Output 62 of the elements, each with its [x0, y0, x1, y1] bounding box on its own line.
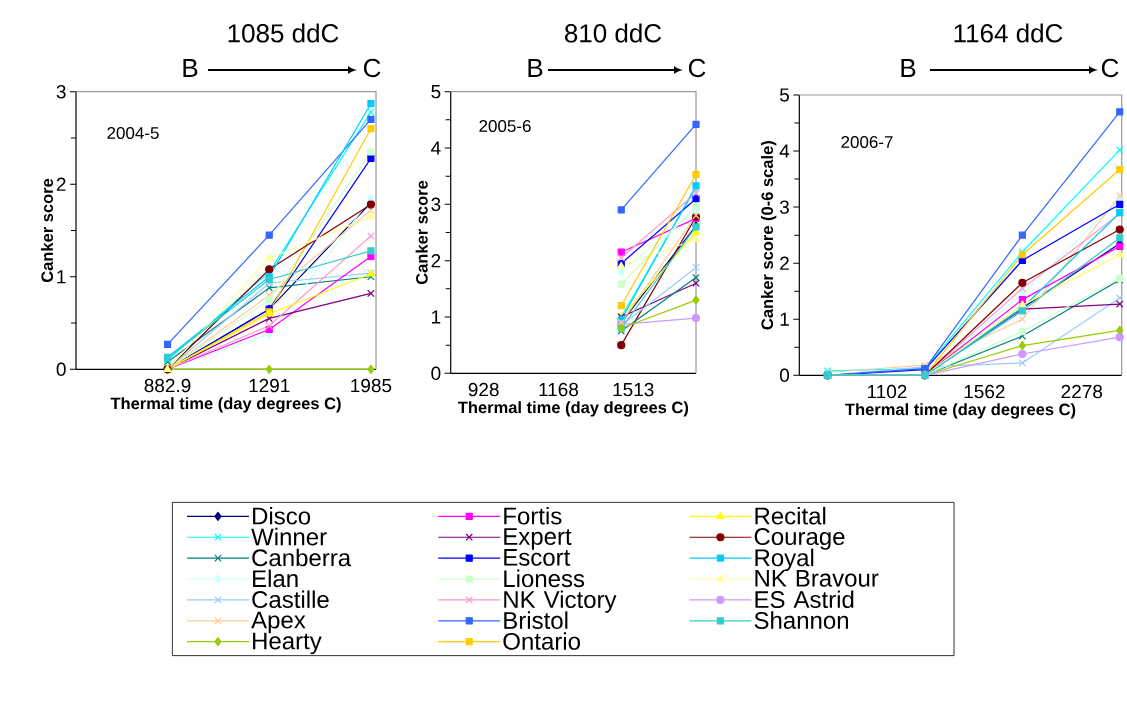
legend-label: Lioness	[504, 569, 585, 588]
legend-label: Apex	[251, 611, 306, 634]
y-tick-label: 1	[57, 270, 66, 284]
y-tick-label: 5	[779, 88, 789, 102]
y-axis-title: Canker score	[415, 180, 428, 285]
y-tick-label: 1	[780, 312, 789, 326]
legend-label: Recital	[755, 506, 826, 525]
x-tick-label: 1291	[249, 378, 290, 393]
legend-label: Royal	[755, 548, 814, 572]
y-tick-label: 4	[779, 144, 790, 158]
legend-label: Elan	[253, 569, 298, 588]
y-tick-label: 0	[779, 368, 790, 383]
annotation: 2005-6	[479, 119, 531, 133]
x-tick-label: 1168	[539, 382, 579, 397]
text: C	[688, 58, 706, 78]
y-tick-label: 5	[431, 85, 441, 99]
annotation: 2004-5	[107, 126, 159, 140]
x-tick-label: 1562	[964, 384, 1005, 399]
text: C	[363, 58, 381, 78]
legend-label: Fortis	[504, 506, 562, 525]
y-tick-label: 2	[56, 177, 66, 191]
legend-label: NK Bravour	[755, 570, 879, 587]
legend-label: Canberra	[252, 548, 352, 567]
x-axis-title: Thermal time (day degrees C)	[458, 401, 689, 417]
x-tick-label: 1102	[867, 384, 907, 399]
text: 1085 ddC	[228, 23, 339, 43]
y-tick-label: 3	[779, 200, 789, 214]
legend-label: Ontario	[503, 632, 580, 650]
y-tick-label: 3	[431, 197, 441, 212]
x-tick-label: 882.9	[144, 378, 191, 393]
y-axis-title: Canker score	[40, 178, 54, 283]
x-axis-title: Thermal time (day degrees C)	[110, 397, 341, 413]
y-tick-label: 0	[56, 362, 66, 377]
legend-label: Castille	[252, 590, 329, 609]
legend-label: Disco	[253, 506, 311, 525]
x-axis-title: Thermal time (day degrees C)	[845, 403, 1076, 419]
y-tick-label: 3	[56, 84, 66, 99]
y-axis-title: Canker score (0-6 scale)	[760, 141, 777, 330]
text: B	[183, 59, 198, 77]
legend-label: Winner	[251, 527, 327, 546]
text: 1164 ddC	[954, 23, 1063, 43]
text: B	[528, 59, 543, 77]
text: C	[1101, 58, 1119, 78]
y-tick-label: 0	[431, 366, 441, 381]
text: 810 ddC	[564, 23, 662, 43]
legend-label: Hearty	[253, 632, 322, 655]
legend-label: Courage	[754, 528, 845, 550]
text: B	[901, 59, 916, 77]
legend-label: ES Astrid	[755, 590, 854, 609]
legend-label: Escort	[504, 549, 571, 566]
x-tick-label: 1985	[351, 378, 392, 393]
y-tick-label: 1	[432, 310, 441, 324]
legend-label: Expert	[504, 528, 572, 550]
x-tick-label: 2278	[1061, 384, 1103, 399]
x-tick-label: 928	[468, 382, 499, 397]
annotation: 2006-7	[841, 135, 893, 149]
legend-label: Bristol	[504, 611, 568, 629]
y-tick-label: 4	[431, 141, 441, 155]
y-tick-label: 2	[780, 256, 789, 270]
y-tick-label: 2	[431, 254, 441, 268]
x-tick-label: 1513	[613, 382, 654, 397]
legend-label: Shannon	[754, 611, 849, 629]
